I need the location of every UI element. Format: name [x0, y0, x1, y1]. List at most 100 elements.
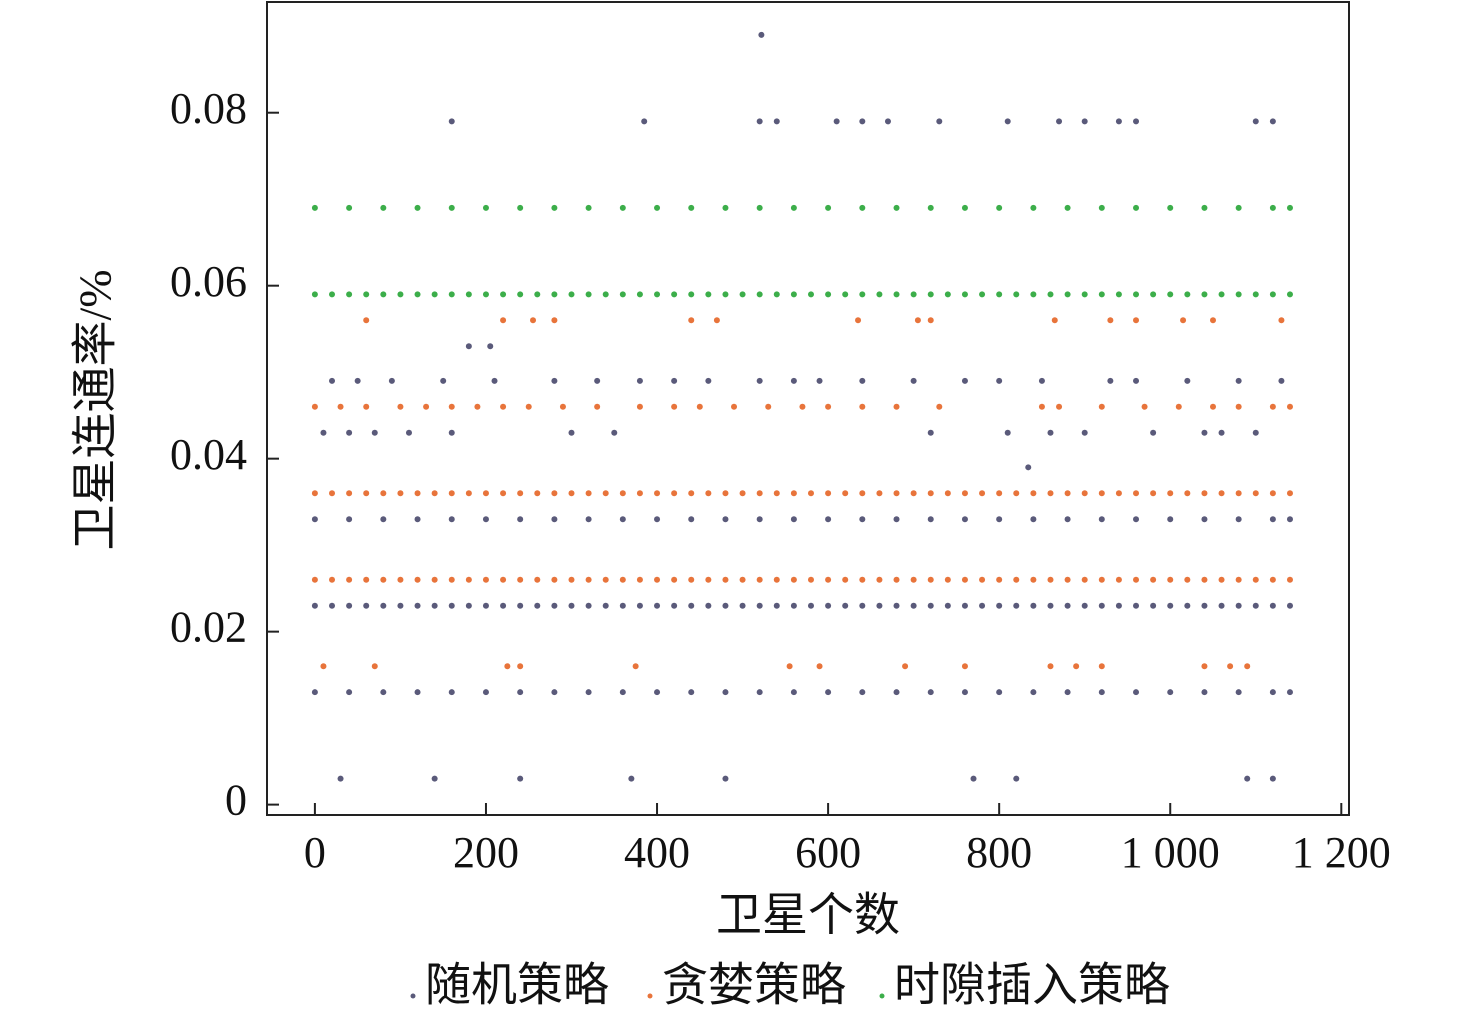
point: [944, 490, 951, 497]
point: [594, 403, 601, 410]
point: [1047, 602, 1054, 609]
point: [756, 689, 763, 696]
point: [1038, 377, 1045, 384]
point: [1098, 490, 1105, 497]
point: [713, 317, 720, 324]
point: [482, 490, 489, 497]
x-tick-label: 1 000: [1121, 828, 1220, 877]
point: [1201, 490, 1208, 497]
point: [363, 403, 370, 410]
point: [1210, 403, 1217, 410]
point: [893, 403, 900, 410]
point: [611, 429, 618, 436]
point: [807, 576, 814, 583]
point: [961, 602, 968, 609]
point: [688, 490, 695, 497]
legend-marker: [410, 993, 416, 999]
point: [628, 775, 635, 782]
legend-text: 贪婪策略: [662, 960, 846, 1011]
point: [397, 490, 404, 497]
point: [1107, 377, 1114, 384]
plot-frame: [266, 1, 1350, 816]
point: [1218, 576, 1225, 583]
point: [884, 118, 891, 125]
point: [1269, 576, 1276, 583]
point: [500, 576, 507, 583]
point: [1098, 602, 1105, 609]
point: [927, 689, 934, 696]
point: [688, 576, 695, 583]
point: [1133, 516, 1140, 523]
point: [654, 602, 661, 609]
point: [1252, 118, 1259, 125]
point: [773, 118, 780, 125]
point: [825, 403, 832, 410]
point: [1030, 602, 1037, 609]
point: [1081, 602, 1088, 609]
point: [1167, 576, 1174, 583]
point: [1064, 204, 1071, 211]
point: [816, 663, 823, 670]
point: [1235, 602, 1242, 609]
point: [1081, 118, 1088, 125]
point: [1098, 576, 1105, 583]
point: [1235, 576, 1242, 583]
point: [1201, 291, 1208, 298]
point: [914, 317, 921, 324]
point: [825, 576, 832, 583]
point: [1167, 204, 1174, 211]
point: [1269, 602, 1276, 609]
point: [1098, 689, 1105, 696]
point: [346, 490, 353, 497]
point: [671, 602, 678, 609]
point: [1278, 377, 1285, 384]
point: [594, 377, 601, 384]
point: [500, 317, 507, 324]
point: [996, 490, 1003, 497]
point: [1252, 429, 1259, 436]
point: [1167, 516, 1174, 523]
point: [1098, 403, 1105, 410]
x-tick-label: 0: [304, 828, 326, 877]
point: [1047, 663, 1054, 670]
point: [790, 689, 797, 696]
point: [448, 490, 455, 497]
point: [790, 490, 797, 497]
point: [859, 204, 866, 211]
point: [431, 602, 438, 609]
point: [1051, 317, 1058, 324]
point: [1167, 291, 1174, 298]
point: [936, 118, 943, 125]
point: [1218, 490, 1225, 497]
point: [979, 576, 986, 583]
point: [530, 317, 537, 324]
point: [482, 576, 489, 583]
point: [1115, 576, 1122, 583]
y-tick-label: 0.08: [170, 84, 247, 133]
point: [756, 576, 763, 583]
point: [448, 576, 455, 583]
point: [1180, 317, 1187, 324]
point: [825, 516, 832, 523]
point: [380, 689, 387, 696]
point: [397, 576, 404, 583]
point: [1098, 663, 1105, 670]
point: [1286, 204, 1293, 211]
point: [1030, 516, 1037, 523]
point: [756, 602, 763, 609]
point: [1252, 602, 1259, 609]
point: [773, 490, 780, 497]
point: [893, 576, 900, 583]
point: [654, 291, 661, 298]
point: [893, 602, 900, 609]
point: [559, 403, 566, 410]
point: [1235, 291, 1242, 298]
point: [311, 490, 318, 497]
point: [722, 490, 729, 497]
point: [363, 576, 370, 583]
point: [1235, 490, 1242, 497]
point: [363, 291, 370, 298]
point: [414, 204, 421, 211]
point: [380, 204, 387, 211]
point: [654, 516, 661, 523]
